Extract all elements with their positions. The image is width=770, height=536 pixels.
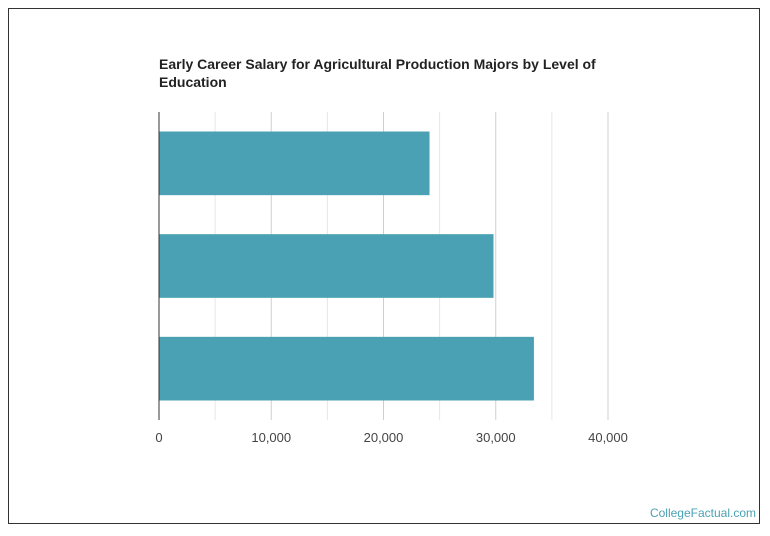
bar-2: [159, 234, 494, 298]
bar-3: [159, 336, 534, 401]
x-tick-label: 40,000: [588, 430, 628, 445]
x-tick-label: 10,000: [251, 430, 291, 445]
chart-title: Early Career Salary for Agricultural Pro…: [159, 56, 596, 90]
x-tick-label: 20,000: [364, 430, 404, 445]
x-tick-label: 30,000: [476, 430, 516, 445]
x-tick-label: 0: [155, 430, 162, 445]
watermark: CollegeFactual.com: [649, 506, 756, 520]
bar-1: [159, 131, 430, 196]
